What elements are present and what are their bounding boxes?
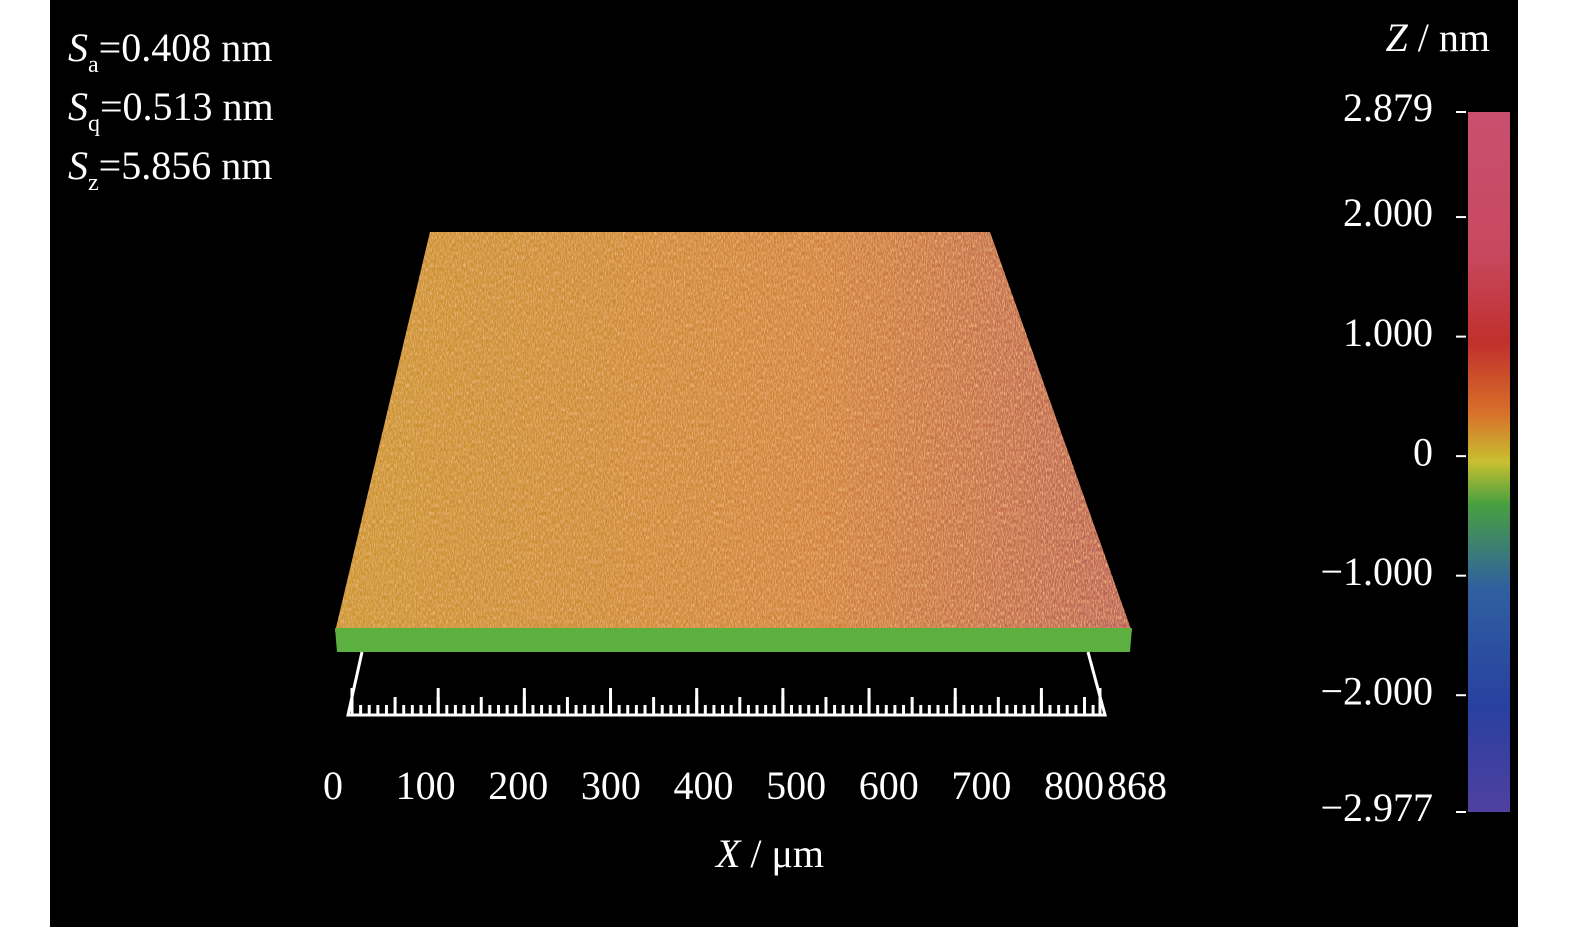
value: =0.408 nm	[99, 25, 273, 70]
value: =0.513 nm	[100, 84, 274, 129]
subscript: q	[88, 111, 100, 137]
x-tick-label: 400	[674, 763, 734, 808]
subscript: a	[88, 52, 99, 78]
parameter: Sz=5.856 nm	[68, 143, 272, 195]
x-tick-label: 300	[581, 763, 641, 808]
value: =5.856 nm	[99, 143, 273, 188]
symbol: S	[68, 25, 88, 70]
x-tick-label: 600	[859, 763, 919, 808]
colorbar	[1468, 112, 1510, 812]
symbol: S	[68, 84, 88, 129]
x-tick-label: 700	[951, 763, 1011, 808]
colorbar-tick-label: −2.000	[1320, 668, 1433, 713]
x-tick-label: 0	[323, 763, 343, 808]
colorbar-tick-label: −2.977	[1320, 785, 1433, 830]
x-tick-label: 200	[488, 763, 548, 808]
colorbar-label: Z / nm	[1386, 15, 1490, 60]
x-axis-label: X / μm	[714, 831, 824, 876]
surface	[335, 232, 1132, 652]
x-tick-label: 500	[766, 763, 826, 808]
colorbar-tick-label: 2.879	[1343, 85, 1433, 130]
colorbar-tick-label: 0	[1413, 429, 1433, 474]
subscript: z	[88, 170, 99, 196]
colorbar-tick-label: −1.000	[1320, 549, 1433, 594]
symbol: S	[68, 143, 88, 188]
colorbar-tick-label: 2.000	[1343, 190, 1433, 235]
parameter: Sq=0.513 nm	[68, 84, 274, 136]
colorbar-tick-label: 1.000	[1343, 310, 1433, 355]
x-tick-label: 800	[1044, 763, 1104, 808]
parameter: Sa=0.408 nm	[68, 25, 272, 77]
x-tick-label: 868	[1107, 763, 1167, 808]
x-tick-label: 100	[396, 763, 456, 808]
